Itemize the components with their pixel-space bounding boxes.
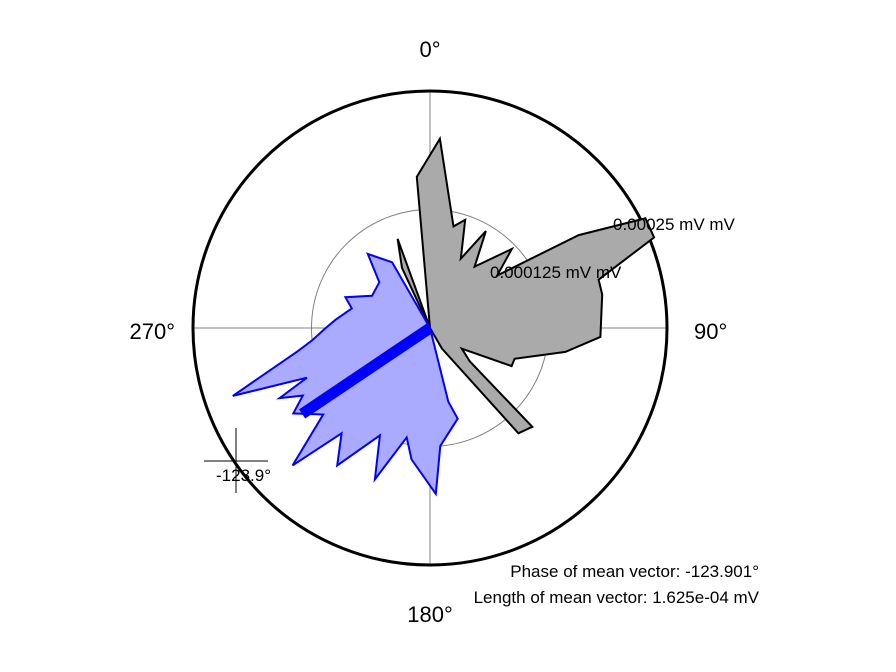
mean-angle-marker: -123.9°: [204, 428, 271, 493]
length-of-mean-vector-text: Length of mean vector: 1.625e-04 mV: [474, 588, 760, 607]
direction-label-180: 180°: [407, 602, 453, 627]
ring-label-outer: 0.00025 mV mV: [613, 215, 736, 234]
grid-ring-outer: [191, 89, 669, 567]
phase-of-mean-vector-text: Phase of mean vector: -123.901°: [510, 562, 759, 581]
direction-label-90: 90°: [694, 319, 727, 344]
histogram-series-1: [396, 135, 656, 435]
ring-label-inner: 0.000125 mV mV: [490, 263, 622, 282]
mean-vector-layer: [299, 323, 434, 419]
mean-vector-line: [299, 323, 434, 419]
direction-label-0: 0°: [419, 37, 440, 62]
mean-angle-label: -123.9°: [216, 466, 271, 485]
series-layer: [232, 135, 656, 497]
direction-label-270: 270°: [129, 319, 175, 344]
histogram-series-2: [232, 252, 459, 497]
